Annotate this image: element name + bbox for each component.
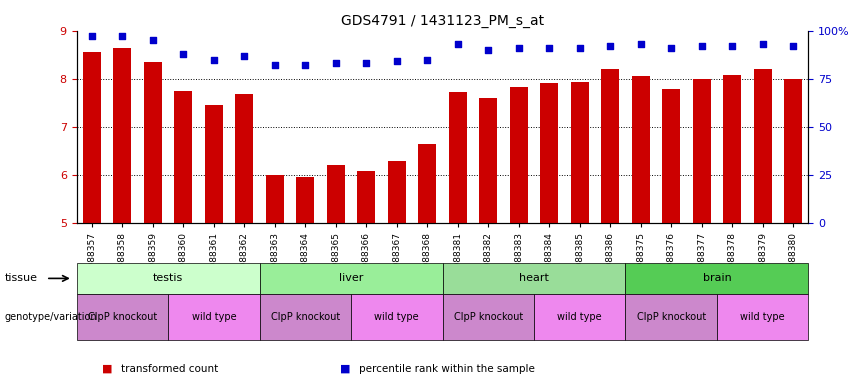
Point (603, 43, 617, 49)
Bar (693, 79, 711, 223)
Point (116, 33, 129, 40)
Point (482, 47, 495, 53)
Bar (631, 76, 650, 223)
Bar (662, 89, 680, 223)
Point (451, 41, 465, 47)
Text: wild type: wild type (191, 312, 236, 322)
Point (359, 60, 373, 66)
Bar (479, 98, 497, 223)
Text: ClpP knockout: ClpP knockout (88, 312, 157, 322)
Text: ■: ■ (340, 364, 351, 374)
Text: heart: heart (519, 273, 549, 283)
Bar (204, 105, 223, 223)
Bar (570, 82, 589, 223)
Bar (601, 69, 620, 223)
Point (176, 51, 190, 57)
Text: ClpP knockout: ClpP knockout (271, 312, 340, 322)
Text: wild type: wild type (374, 312, 419, 322)
Text: wild type: wild type (557, 312, 602, 322)
Bar (327, 165, 345, 223)
Bar (357, 171, 375, 223)
Point (756, 41, 769, 47)
Bar (784, 79, 802, 223)
Bar (83, 52, 101, 223)
Point (237, 53, 251, 59)
Bar (296, 177, 314, 223)
Point (512, 45, 526, 51)
Bar (418, 144, 437, 223)
Text: brain: brain (703, 273, 731, 283)
Text: testis: testis (153, 273, 183, 283)
Text: ClpP knockout: ClpP knockout (454, 312, 523, 322)
Point (268, 62, 282, 68)
Title: GDS4791 / 1431123_PM_s_at: GDS4791 / 1431123_PM_s_at (341, 14, 544, 28)
Point (207, 56, 220, 63)
Bar (510, 88, 528, 223)
Bar (753, 69, 772, 223)
Point (299, 62, 312, 68)
Bar (266, 175, 284, 223)
Bar (448, 92, 467, 223)
Point (542, 45, 556, 51)
Point (786, 43, 800, 49)
Bar (387, 161, 406, 223)
Text: ClpP knockout: ClpP knockout (637, 312, 705, 322)
Bar (540, 83, 558, 223)
Text: wild type: wild type (740, 312, 785, 322)
Text: genotype/variation: genotype/variation (4, 312, 97, 322)
Point (85, 33, 99, 40)
Point (695, 43, 709, 49)
Bar (144, 62, 162, 223)
Text: liver: liver (339, 273, 363, 283)
Bar (113, 48, 131, 223)
Text: ■: ■ (102, 364, 112, 374)
Point (634, 41, 648, 47)
Bar (174, 91, 192, 223)
Point (665, 45, 678, 51)
Text: percentile rank within the sample: percentile rank within the sample (359, 364, 535, 374)
Bar (235, 94, 254, 223)
Point (573, 45, 586, 51)
Point (420, 56, 434, 63)
Text: tissue: tissue (4, 273, 37, 283)
Point (725, 43, 739, 49)
Text: transformed count: transformed count (121, 364, 218, 374)
Point (390, 58, 403, 65)
Point (329, 60, 343, 66)
Bar (723, 75, 741, 223)
Point (146, 37, 160, 43)
